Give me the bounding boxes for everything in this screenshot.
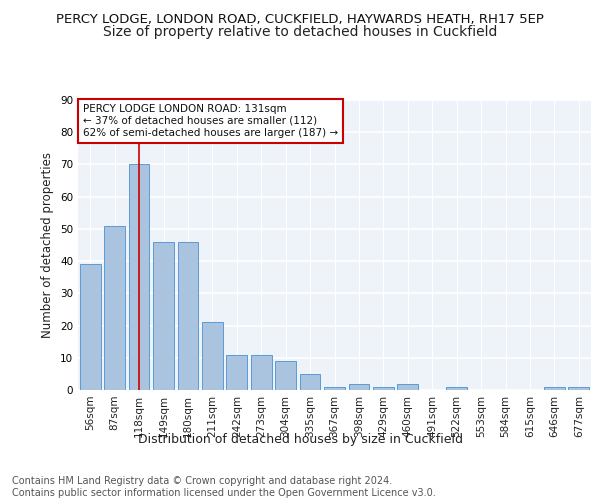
Bar — [202, 322, 223, 390]
Text: Distribution of detached houses by size in Cuckfield: Distribution of detached houses by size … — [137, 432, 463, 446]
Bar — [104, 226, 125, 390]
Bar — [251, 354, 272, 390]
Bar — [397, 384, 418, 390]
Bar — [373, 387, 394, 390]
Bar — [324, 387, 345, 390]
Text: Contains HM Land Registry data © Crown copyright and database right 2024.
Contai: Contains HM Land Registry data © Crown c… — [12, 476, 436, 498]
Bar — [80, 264, 101, 390]
Bar — [446, 387, 467, 390]
Bar — [568, 387, 589, 390]
Text: PERCY LODGE LONDON ROAD: 131sqm
← 37% of detached houses are smaller (112)
62% o: PERCY LODGE LONDON ROAD: 131sqm ← 37% of… — [83, 104, 338, 138]
Bar — [128, 164, 149, 390]
Bar — [153, 242, 174, 390]
Bar — [226, 354, 247, 390]
Text: PERCY LODGE, LONDON ROAD, CUCKFIELD, HAYWARDS HEATH, RH17 5EP: PERCY LODGE, LONDON ROAD, CUCKFIELD, HAY… — [56, 12, 544, 26]
Bar — [275, 361, 296, 390]
Bar — [544, 387, 565, 390]
Y-axis label: Number of detached properties: Number of detached properties — [41, 152, 55, 338]
Bar — [349, 384, 370, 390]
Text: Size of property relative to detached houses in Cuckfield: Size of property relative to detached ho… — [103, 25, 497, 39]
Bar — [178, 242, 199, 390]
Bar — [299, 374, 320, 390]
